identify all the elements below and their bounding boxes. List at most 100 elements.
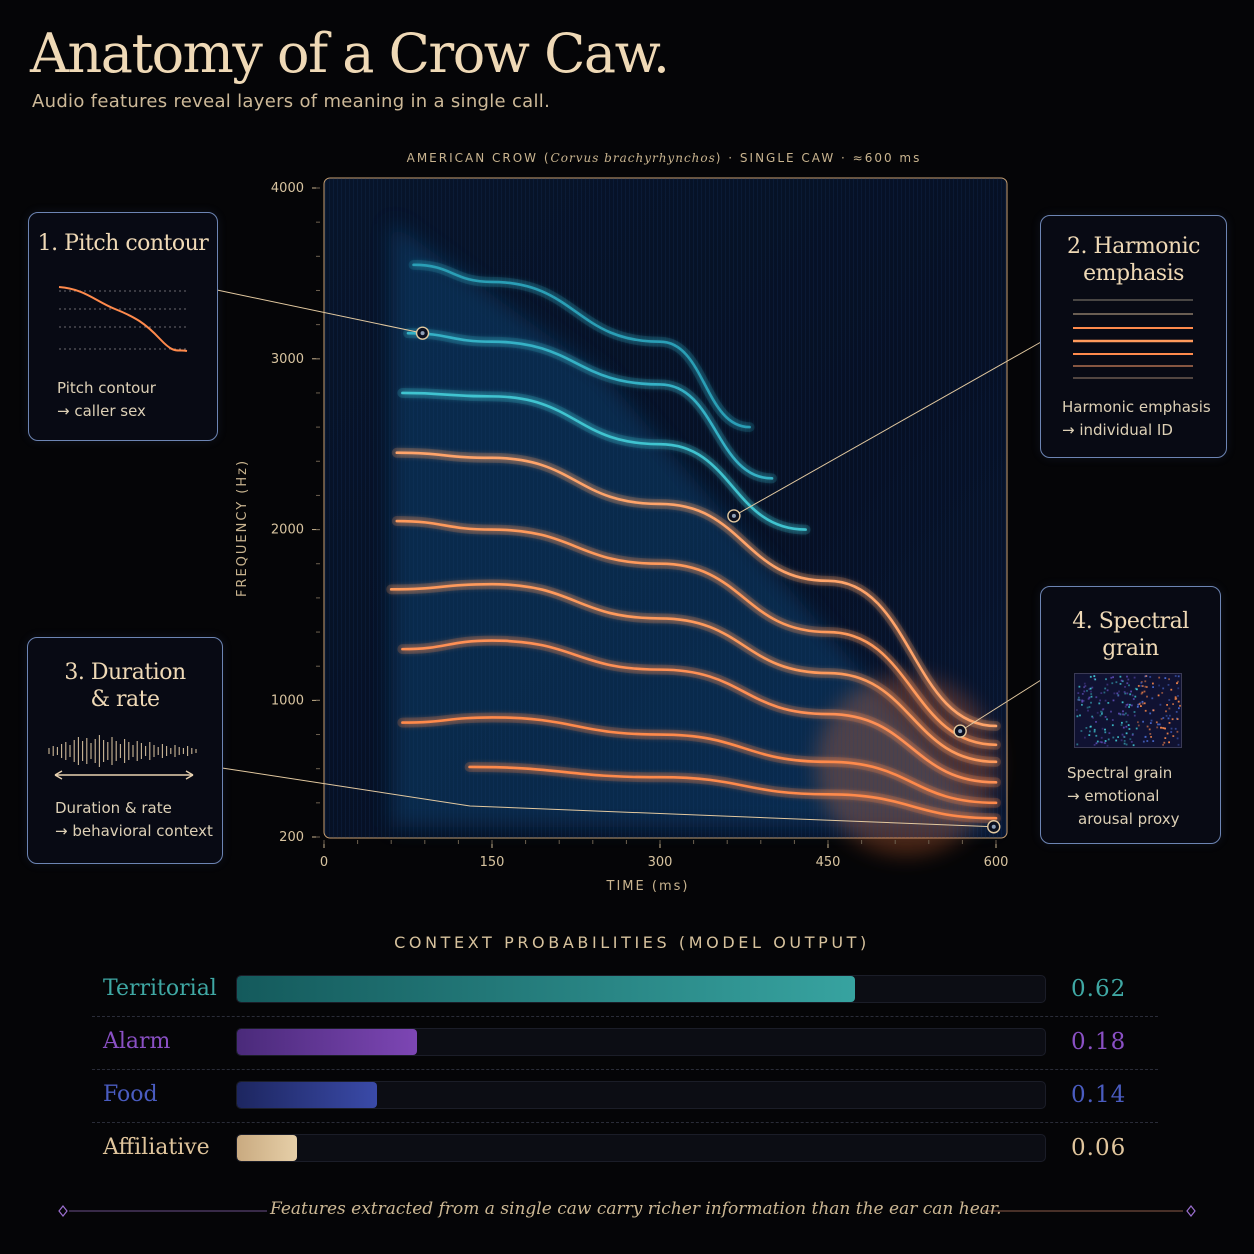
grain-dot bbox=[1136, 705, 1139, 708]
callout-leader-lines bbox=[216, 289, 1042, 834]
grain-dot bbox=[1167, 717, 1170, 720]
grain-dot bbox=[1081, 693, 1084, 695]
y-tick-label: 2000 bbox=[271, 523, 304, 538]
page-subtitle: Audio features reveal layers of meaning … bbox=[32, 91, 551, 112]
bar-affiliative bbox=[237, 1135, 297, 1161]
grain-dot bbox=[1117, 694, 1120, 696]
grain-dot bbox=[1126, 675, 1128, 678]
grain-dot bbox=[1126, 703, 1129, 706]
callout-4-line1: Spectral grain bbox=[1067, 764, 1173, 782]
footer-diamond-left bbox=[58, 1205, 68, 1217]
grain-dot bbox=[1119, 712, 1122, 715]
chart-axes: 200 1000 2000 3000 4000 0 150 300 450 600 bbox=[271, 181, 1009, 870]
grain-dot bbox=[1172, 703, 1174, 705]
grain-dot bbox=[1111, 719, 1114, 721]
callout-3-line1: Duration & rate bbox=[55, 799, 172, 817]
grain-dot bbox=[1078, 696, 1080, 699]
grain-dot bbox=[1148, 728, 1151, 731]
grain-dot bbox=[1112, 736, 1115, 739]
grain-dot bbox=[1177, 675, 1180, 678]
grain-dot bbox=[1098, 702, 1101, 705]
grain-dot bbox=[1111, 724, 1114, 727]
pitch-contour-icon bbox=[58, 286, 189, 352]
callout-1-title: 1. Pitch contour bbox=[29, 230, 217, 257]
grain-dot bbox=[1117, 694, 1120, 697]
grain-dot bbox=[1093, 744, 1096, 746]
grain-dot bbox=[1177, 700, 1180, 703]
grain-dot bbox=[1093, 730, 1096, 733]
grain-dot bbox=[1168, 678, 1170, 681]
grain-dot bbox=[1131, 733, 1134, 735]
grain-dot bbox=[1168, 699, 1171, 701]
callout-4-title-text: Spectral grain bbox=[1098, 609, 1190, 661]
grain-dot bbox=[1104, 687, 1107, 690]
grain-dot bbox=[1115, 739, 1118, 742]
grain-dot bbox=[1140, 681, 1143, 683]
grain-dot bbox=[1118, 712, 1120, 715]
grain-dot bbox=[1094, 678, 1097, 681]
grain-dot bbox=[1177, 687, 1180, 690]
grain-dot bbox=[1099, 714, 1102, 717]
grain-dot bbox=[1177, 680, 1179, 683]
grain-dot bbox=[1086, 706, 1089, 709]
grain-dot bbox=[1102, 708, 1105, 710]
grain-dot bbox=[1137, 724, 1140, 727]
grain-dot bbox=[1144, 680, 1147, 683]
grain-dot bbox=[1140, 705, 1142, 707]
grain-dot bbox=[1160, 726, 1162, 729]
x-axis-label: TIME (ms) bbox=[606, 879, 690, 894]
grain-dot bbox=[1128, 706, 1130, 708]
grain-dot bbox=[1100, 692, 1103, 694]
grain-dot bbox=[1123, 691, 1126, 693]
harmonic-band-h1 bbox=[468, 765, 998, 820]
harmonic-emphasis-icon bbox=[1073, 299, 1193, 379]
grain-dot bbox=[1158, 723, 1161, 726]
grain-dot bbox=[1081, 700, 1084, 703]
grain-dot bbox=[1162, 727, 1165, 730]
grain-dot bbox=[1149, 733, 1152, 735]
grain-dot bbox=[1150, 736, 1152, 738]
grain-dot bbox=[1125, 704, 1128, 706]
grain-dot bbox=[1144, 675, 1146, 678]
leader-line-4 bbox=[959, 679, 1042, 732]
callout-3-number: 3. bbox=[64, 660, 85, 685]
grain-dot bbox=[1157, 723, 1159, 726]
grain-dot bbox=[1117, 736, 1119, 738]
spectral-grain-icon bbox=[1074, 673, 1182, 748]
grain-dot bbox=[1164, 677, 1167, 679]
grain-dot bbox=[1171, 718, 1174, 721]
waveform-icon bbox=[48, 735, 197, 780]
chart-header-suffix: ) · SINGLE CAW · ≈600 ms bbox=[715, 151, 922, 165]
grain-dot bbox=[1108, 732, 1111, 734]
bar-label-alarm: Alarm bbox=[103, 1029, 171, 1054]
grain-dot bbox=[1165, 714, 1168, 717]
grain-dot bbox=[1120, 679, 1123, 682]
grain-dot bbox=[1090, 701, 1092, 704]
grain-dot bbox=[1104, 699, 1107, 702]
callout-marker-dot bbox=[991, 824, 996, 829]
harmonic-band-h9 bbox=[412, 263, 751, 429]
grain-dot bbox=[1162, 687, 1165, 690]
grain-dot bbox=[1143, 690, 1146, 693]
grain-dot bbox=[1132, 744, 1135, 747]
grain-dot bbox=[1119, 713, 1122, 716]
grain-dot bbox=[1104, 742, 1107, 744]
grain-dot bbox=[1162, 743, 1164, 746]
grain-dot bbox=[1112, 676, 1114, 679]
harmonic-band-h2 bbox=[401, 716, 998, 805]
bar-track-food bbox=[236, 1081, 1046, 1109]
grain-dot bbox=[1166, 704, 1168, 706]
grain-dot bbox=[1179, 704, 1181, 707]
grain-dot bbox=[1106, 683, 1109, 686]
grain-dot bbox=[1163, 741, 1166, 744]
bar-label-affiliative: Affiliative bbox=[103, 1135, 210, 1160]
grain-dot bbox=[1121, 701, 1124, 704]
footer-caption: Features extracted from a single caw car… bbox=[270, 1199, 1002, 1219]
grain-dot bbox=[1104, 740, 1107, 742]
grain-dot bbox=[1149, 676, 1152, 678]
grain-dot bbox=[1134, 687, 1137, 690]
grain-dot bbox=[1081, 703, 1083, 706]
callout-1-line1: Pitch contour bbox=[57, 379, 156, 397]
grain-dot bbox=[1141, 691, 1144, 694]
grain-dot bbox=[1121, 680, 1124, 683]
